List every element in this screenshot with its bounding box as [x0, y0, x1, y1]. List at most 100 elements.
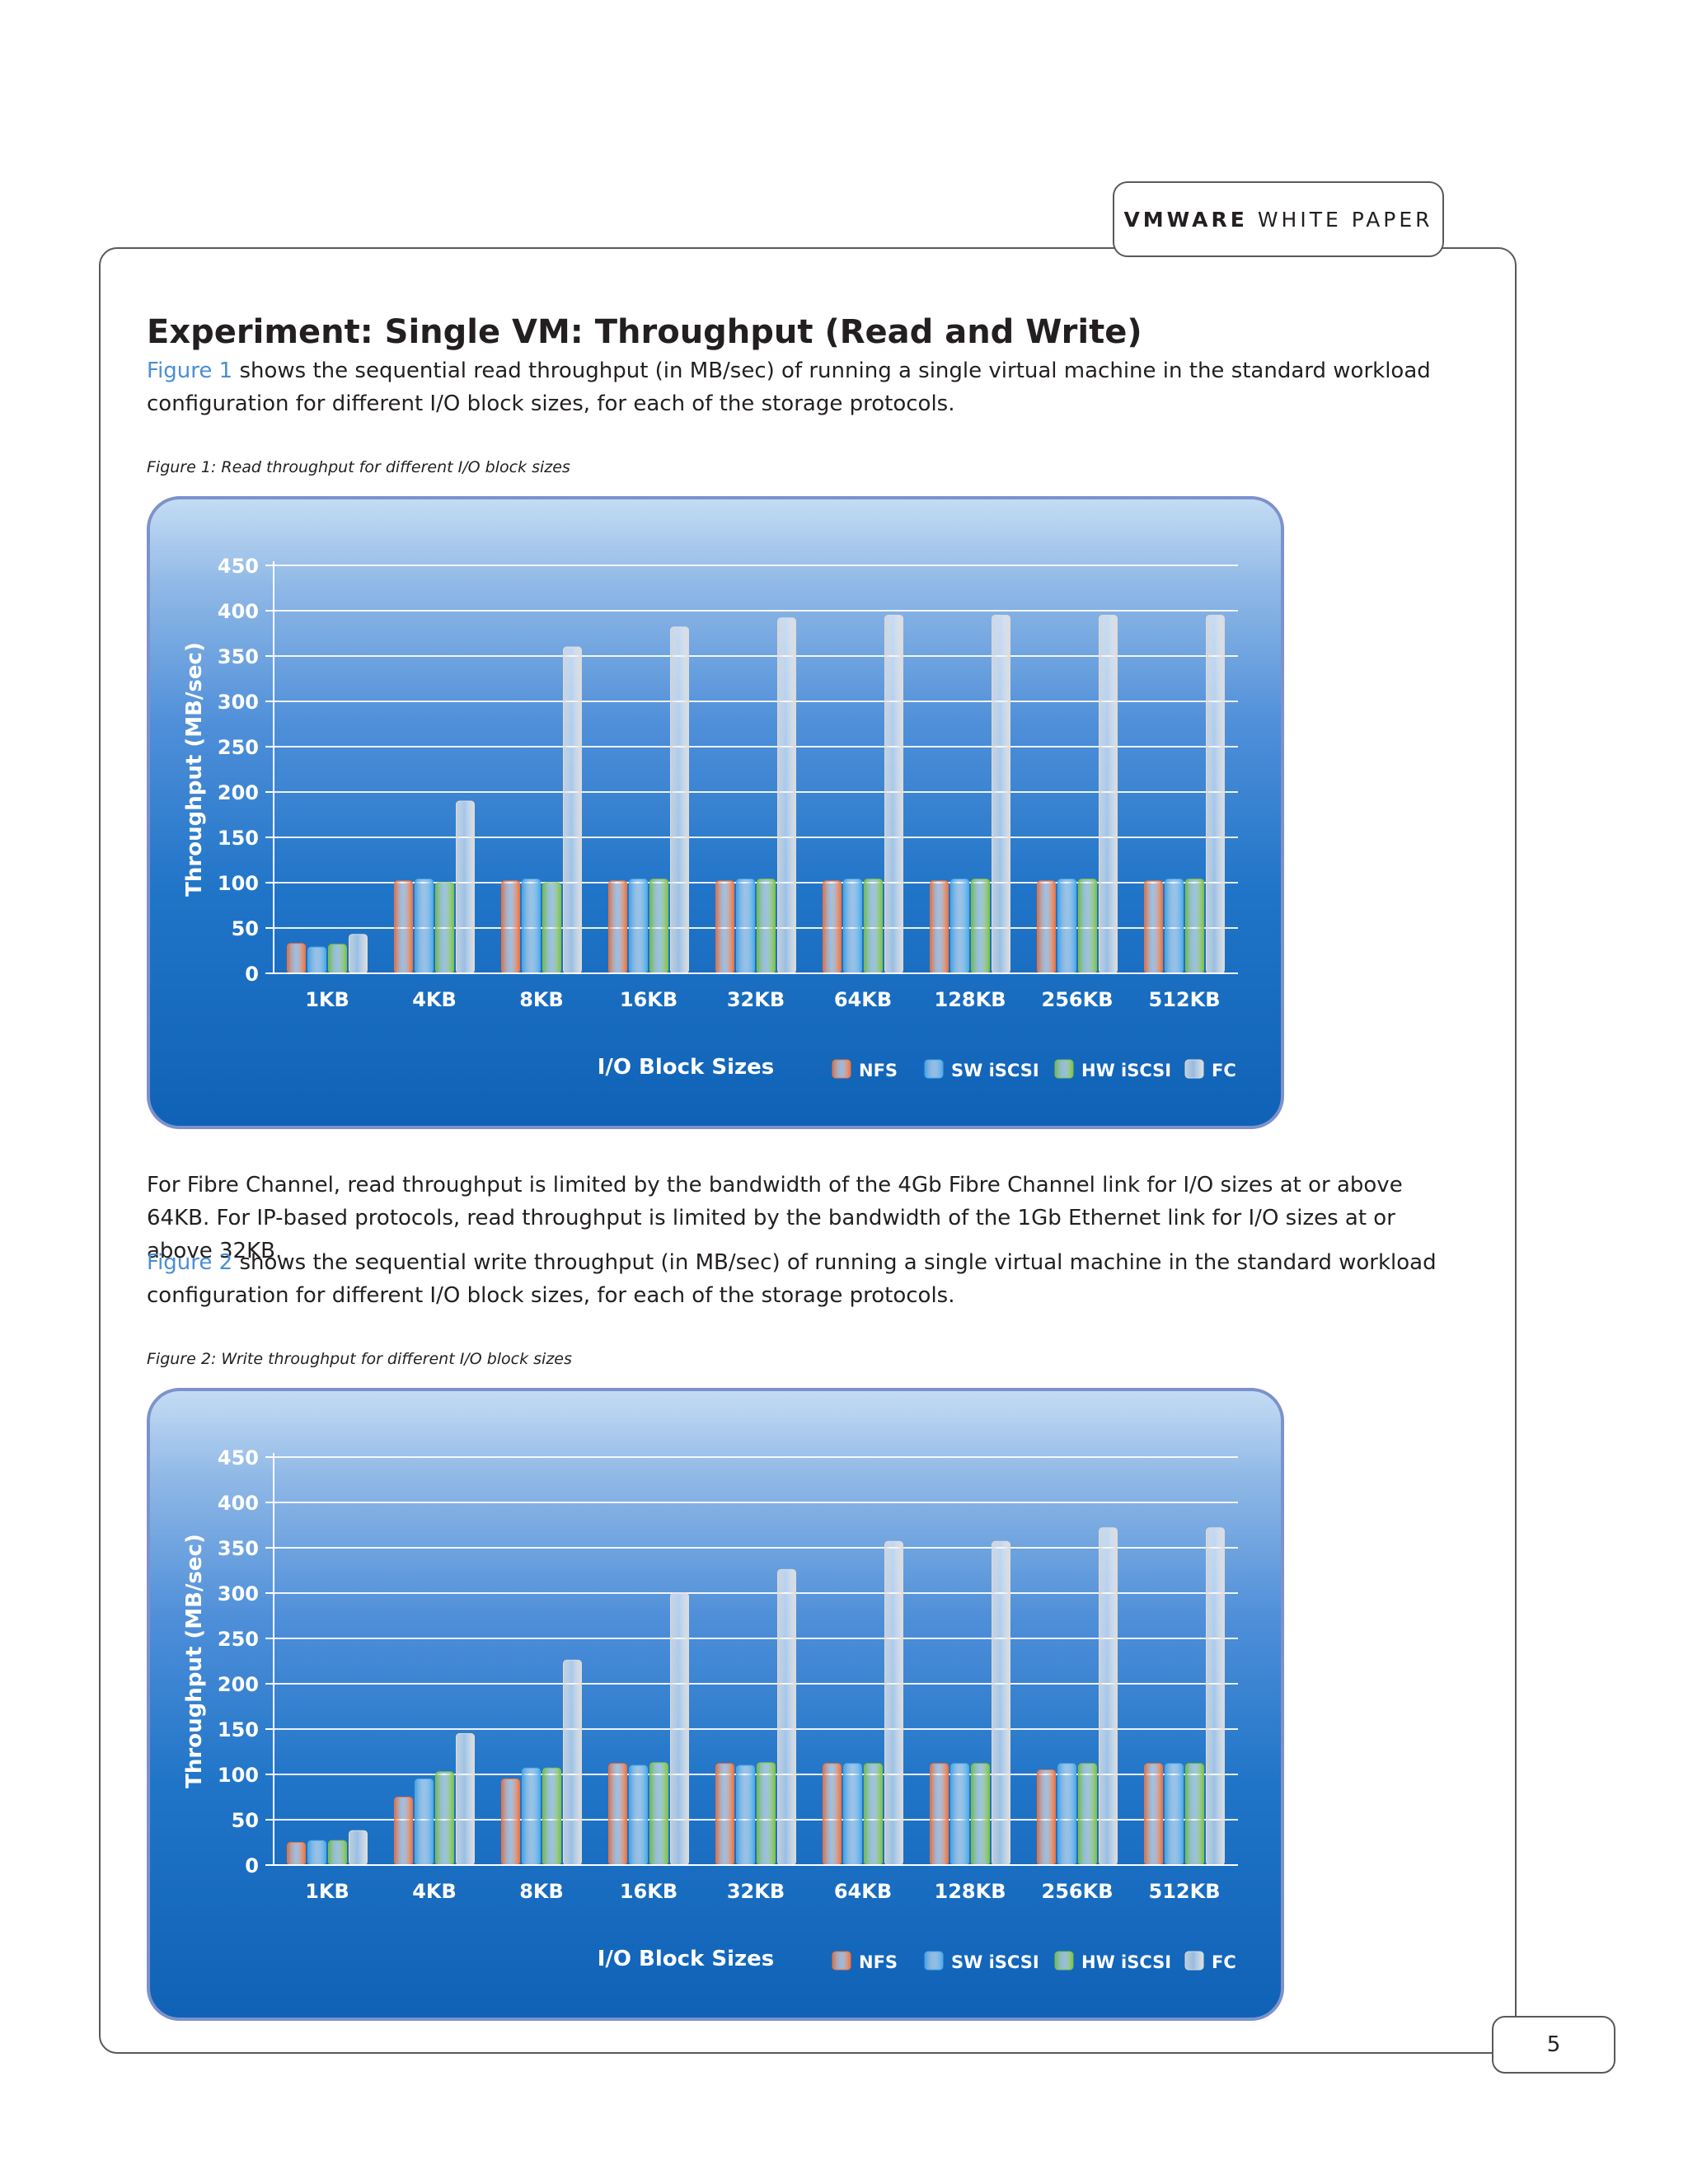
page-number: 5	[1492, 2016, 1615, 2074]
x-tick-label: 128KB	[935, 1880, 1006, 1903]
legend-swatch-nfs	[832, 1059, 851, 1079]
x-tick-label: 256KB	[1042, 988, 1114, 1011]
chart-svg: 0 50 100 150 200 250 300 350 400 450 Throughput (M…	[182, 555, 1238, 1080]
y-tick-label: 50	[232, 1809, 259, 1832]
figure2-caption: Figure 2: Write throughput for different…	[147, 1350, 572, 1368]
bar-sw-iscsi-512kb	[1165, 879, 1184, 974]
legend-swatch-sw-iscsi	[924, 1059, 944, 1079]
y-tick-label: 150	[218, 1718, 259, 1741]
bar-hw-iscsi-32kb	[757, 1762, 776, 1866]
bar-nfs-8kb	[501, 880, 520, 974]
bar-nfs-128kb	[930, 880, 949, 974]
bar-hw-iscsi-16kb	[649, 879, 668, 974]
x-tick-label: 512KB	[1149, 1880, 1221, 1903]
y-tick-label: 0	[245, 1854, 259, 1877]
bar-fc-32kb	[777, 617, 796, 974]
bar-nfs-4kb	[394, 1797, 413, 1866]
legend-label-fc: FC	[1212, 1061, 1236, 1080]
bar-hw-iscsi-256kb	[1078, 1763, 1097, 1866]
legend-label-nfs: NFS	[859, 1061, 898, 1080]
section-title: Experiment: Single VM: Throughput (Read …	[147, 313, 1142, 351]
bar-fc-4kb	[456, 1733, 475, 1866]
x-tick-label: 1KB	[305, 988, 349, 1011]
y-tick-label: 100	[218, 872, 259, 895]
x-tick-label: 512KB	[1149, 988, 1221, 1011]
bar-hw-iscsi-128kb	[971, 1763, 990, 1866]
y-tick-label: 250	[218, 1628, 259, 1651]
bar-fc-8kb	[563, 646, 582, 974]
bar-fc-512kb	[1206, 1527, 1225, 1866]
bar-nfs-32kb	[715, 1763, 734, 1866]
bar-fc-512kb	[1206, 615, 1225, 974]
bar-nfs-64kb	[823, 1763, 842, 1866]
x-tick-label: 64KB	[834, 988, 892, 1011]
paragraph-text: shows the sequential write throughput (i…	[147, 1250, 1437, 1308]
bar-hw-iscsi-4kb	[435, 1771, 454, 1866]
bar-sw-iscsi-1kb	[307, 1840, 326, 1866]
legend-swatch-hw-iscsi	[1054, 1951, 1074, 1971]
y-tick-label: 450	[218, 555, 259, 578]
legend-swatch-hw-iscsi	[1054, 1059, 1074, 1079]
bar-nfs-256kb	[1037, 880, 1056, 974]
bar-hw-iscsi-256kb	[1078, 879, 1097, 974]
read-throughput-chart: 0 50 100 150 200 250 300 350 400 450 Throughput (M…	[147, 496, 1284, 1129]
doc-type: WHITE PAPER	[1257, 207, 1433, 232]
bar-nfs-32kb	[715, 880, 734, 974]
bar-sw-iscsi-32kb	[736, 1765, 755, 1866]
brand-name: VMWARE	[1123, 207, 1248, 232]
bar-sw-iscsi-16kb	[629, 879, 648, 974]
x-tick-label: 16KB	[620, 988, 678, 1011]
bar-sw-iscsi-64kb	[843, 1763, 862, 1866]
write-throughput-chart: 0 50 100 150 200 250 300 350 400 450 Throughput (M…	[147, 1388, 1284, 2021]
bar-sw-iscsi-256kb	[1057, 879, 1076, 974]
bar-sw-iscsi-32kb	[736, 879, 755, 974]
bar-sw-iscsi-16kb	[629, 1765, 648, 1866]
x-tick-label: 32KB	[727, 1880, 785, 1903]
paragraph-fc-note: For Fibre Channel, read throughput is li…	[147, 1173, 1403, 1263]
bar-sw-iscsi-8kb	[522, 1767, 541, 1866]
y-tick-label: 200	[218, 1673, 259, 1696]
y-tick-label: 350	[218, 645, 259, 668]
y-tick-label: 200	[218, 781, 259, 804]
x-tick-label: 16KB	[620, 1880, 678, 1903]
bar-nfs-8kb	[501, 1779, 520, 1866]
bar-fc-64kb	[884, 1540, 903, 1866]
bar-sw-iscsi-128kb	[950, 879, 969, 974]
bar-sw-iscsi-4kb	[415, 879, 434, 974]
bar-fc-1kb	[349, 1830, 368, 1866]
bar-hw-iscsi-4kb	[435, 882, 454, 974]
figure2-link[interactable]: Figure 2	[147, 1250, 233, 1275]
bar-fc-8kb	[563, 1659, 582, 1866]
legend-label-hw-iscsi: HW iSCSI	[1081, 1061, 1171, 1080]
page-frame	[99, 247, 1517, 2054]
y-tick-label: 300	[218, 1582, 259, 1605]
bar-fc-256kb	[1099, 615, 1118, 974]
bar-hw-iscsi-512kb	[1185, 879, 1204, 974]
bar-hw-iscsi-64kb	[864, 1763, 883, 1866]
bar-hw-iscsi-16kb	[649, 1762, 668, 1866]
legend-label-fc: FC	[1212, 1952, 1236, 1972]
bar-nfs-4kb	[394, 880, 413, 974]
legend-label-hw-iscsi: HW iSCSI	[1081, 1952, 1171, 1972]
bar-hw-iscsi-32kb	[757, 879, 776, 974]
bar-fc-128kb	[992, 615, 1010, 974]
bar-fc-32kb	[777, 1568, 796, 1866]
y-axis-label: Throughput (MB/sec)	[182, 642, 207, 897]
legend-swatch-nfs	[832, 1951, 851, 1971]
figure1-link[interactable]: Figure 1	[147, 359, 233, 383]
legend-label-nfs: NFS	[859, 1952, 898, 1972]
bar-hw-iscsi-1kb	[328, 944, 347, 974]
y-tick-label: 100	[218, 1764, 259, 1787]
bar-hw-iscsi-1kb	[328, 1840, 347, 1866]
bar-fc-256kb	[1099, 1527, 1118, 1866]
y-tick-label: 450	[218, 1446, 259, 1469]
y-tick-label: 350	[218, 1537, 259, 1560]
bar-nfs-1kb	[287, 1842, 306, 1866]
bar-fc-16kb	[670, 626, 689, 974]
bar-sw-iscsi-64kb	[843, 879, 862, 974]
y-axis-label: Throughput (MB/sec)	[182, 1534, 207, 1788]
y-tick-label: 250	[218, 736, 259, 759]
bar-fc-64kb	[884, 615, 903, 974]
bar-sw-iscsi-1kb	[307, 946, 326, 974]
x-tick-label: 4KB	[412, 988, 457, 1011]
